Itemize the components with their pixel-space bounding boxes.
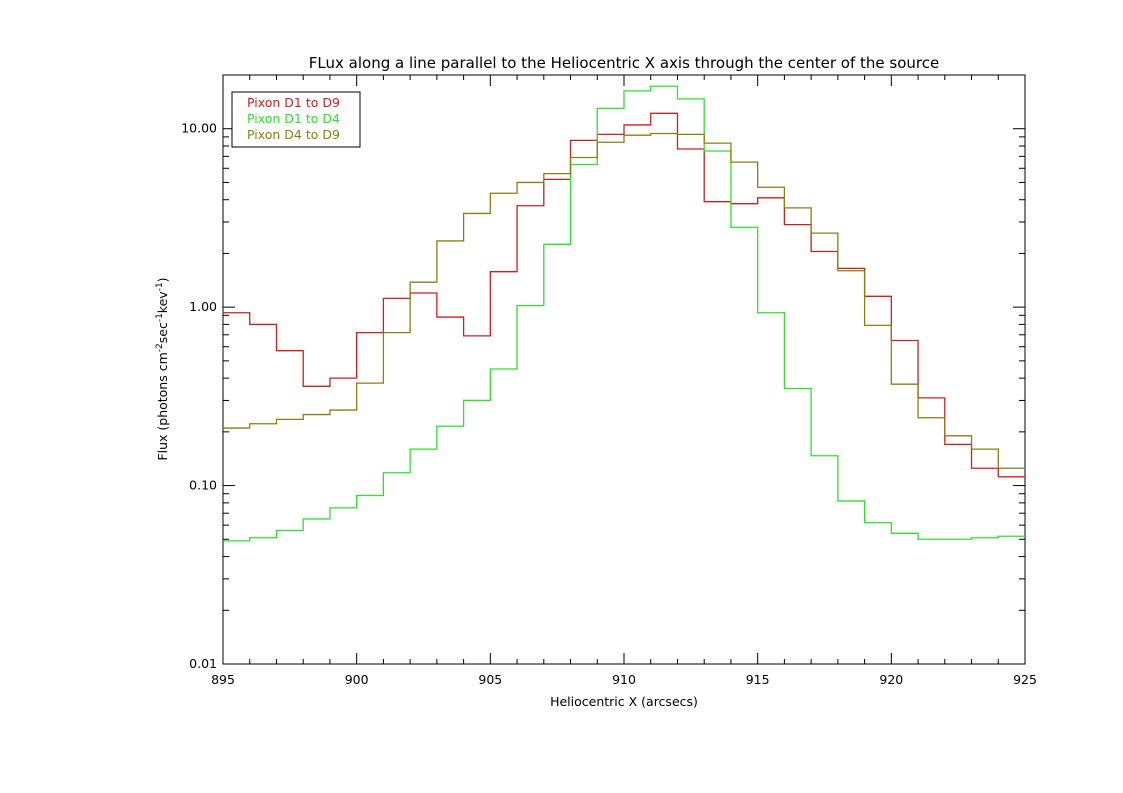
series-line-3 <box>223 132 1025 469</box>
x-tick-label: 910 <box>612 672 636 687</box>
series-line-2 <box>223 85 1025 542</box>
x-tick-label: 925 <box>1013 672 1037 687</box>
legend-box <box>231 91 361 148</box>
axis-ticks: 895 900 905 910 915 920 925 0.01 0.10 1.00 10.00 <box>181 74 1037 687</box>
x-tick-label: 905 <box>478 672 502 687</box>
x-tick-label: 915 <box>746 672 770 687</box>
chart-title: FLux along a line parallel to the Helioc… <box>309 54 939 72</box>
legend-label-d1-d9: Pixon D1 to D9 <box>247 95 340 110</box>
x-tick-label: 920 <box>879 672 903 687</box>
y-tick-label: 0.01 <box>189 656 217 671</box>
x-tick-label: 900 <box>345 672 369 687</box>
y-tick-label: 10.00 <box>181 121 217 136</box>
legend-label-d4-d9: Pixon D4 to D9 <box>247 127 340 142</box>
x-tick-label: 895 <box>211 672 235 687</box>
x-axis-label: Heliocentric X (arcsecs) <box>550 694 698 709</box>
y-tick-label: 1.00 <box>189 299 217 314</box>
series-lines <box>223 85 1025 542</box>
legend: Pixon D1 to D9 Pixon D1 to D4 Pixon D4 t… <box>231 91 361 148</box>
series-line-1 <box>223 112 1025 478</box>
y-axis-label: Flux (photons cm-2sec-1kev-1) <box>155 277 170 460</box>
plot-frame <box>222 74 1026 665</box>
legend-label-d1-d4: Pixon D1 to D4 <box>247 111 340 126</box>
y-tick-label: 0.10 <box>189 478 217 493</box>
